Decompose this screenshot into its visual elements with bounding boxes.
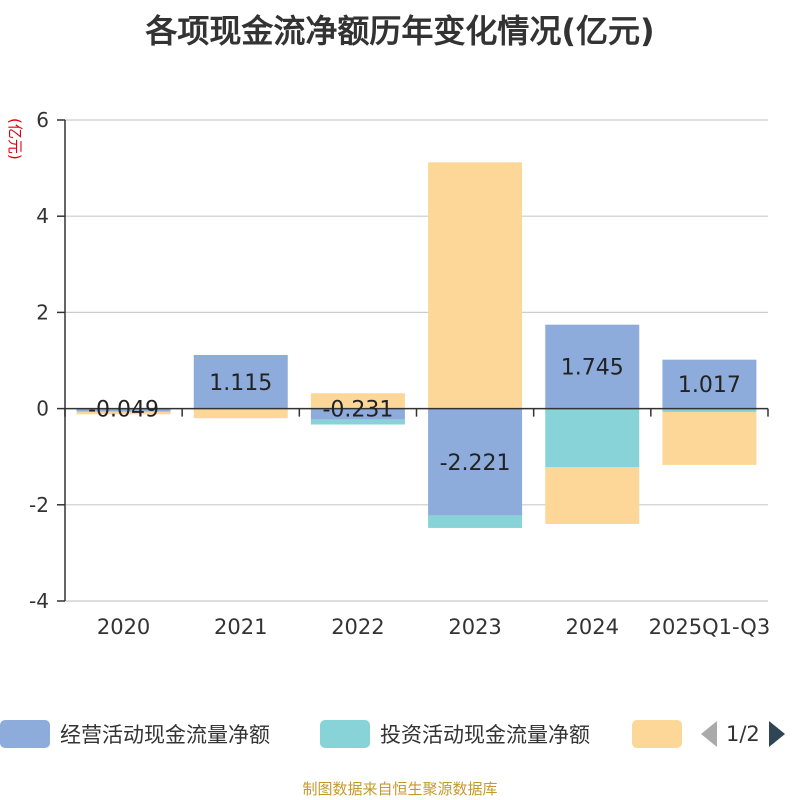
y-tick-label: -4 (29, 589, 49, 613)
legend-label: 投资活动现金流量净额 (380, 723, 590, 747)
data-label: -0.049 (88, 398, 159, 423)
x-tick-label: 2022 (331, 615, 384, 639)
bar-segment (662, 408, 757, 412)
bar-segment (76, 411, 171, 415)
legend-swatch (632, 720, 682, 748)
bar-chart: -4 -2 0 2 4 6 2020 2021 2022 2023 2024 2025Q1-Q3 -0… (6, 108, 770, 639)
legend: 经营活动现金流量净额 投资活动现金流量净额 1/2 (0, 716, 800, 752)
bar-segment (428, 162, 523, 409)
tick-labels: -4 -2 0 2 4 6 2020 2021 2022 2023 2024 2025Q1-Q3 (29, 108, 770, 639)
legend-swatch (320, 720, 370, 748)
data-label: -0.231 (322, 398, 393, 423)
prev-page-icon[interactable] (700, 720, 718, 748)
bar-segment (193, 408, 288, 419)
legend-item-financing[interactable] (632, 716, 692, 752)
legend-pager: 1/2 (700, 716, 786, 752)
bar-segment (662, 359, 757, 409)
bar-segment (428, 515, 523, 528)
x-tick-label: 2025Q1-Q3 (649, 615, 771, 639)
next-page-icon[interactable] (768, 720, 786, 748)
data-label: 1.745 (561, 356, 624, 381)
bar-segment (428, 408, 523, 516)
x-tick-label: 2021 (214, 615, 267, 639)
y-tick-label: 4 (36, 204, 49, 228)
bar-segment (545, 408, 640, 468)
y-tick-label: 6 (36, 108, 49, 132)
gridlines (65, 119, 768, 602)
data-label: 1.017 (678, 373, 741, 398)
legend-swatch (0, 720, 50, 748)
y-axis-label: (亿元) (6, 118, 24, 160)
legend-label: 经营活动现金流量净额 (60, 723, 270, 747)
data-labels: -0.049 1.115 -0.231 -2.221 1.745 1.017 (88, 356, 741, 476)
y-tick-label: 2 (36, 300, 49, 324)
bar-segment (310, 419, 405, 425)
x-tick-label: 2020 (97, 615, 150, 639)
y-tick-label: -2 (29, 493, 49, 517)
bar-segment (76, 408, 171, 411)
bar-segment (662, 411, 757, 465)
data-label: -2.221 (440, 451, 511, 476)
bar-segment (193, 354, 288, 409)
bar-segment (310, 408, 405, 420)
bar-segment (76, 410, 171, 412)
x-tick-label: 2024 (566, 615, 619, 639)
legend-item-operating[interactable]: 经营活动现金流量净额 (0, 716, 270, 752)
x-tick-label: 2023 (448, 615, 501, 639)
legend-item-investing[interactable]: 投资活动现金流量净额 (320, 716, 590, 752)
y-tick-label: 0 (36, 397, 49, 421)
legend-page-indicator: 1/2 (726, 722, 760, 746)
data-label: 1.115 (209, 371, 272, 396)
axes-group (57, 119, 769, 602)
bar-segment (545, 467, 640, 525)
bars-group (76, 162, 757, 528)
bar-segment (310, 393, 405, 409)
source-note: 制图数据来自恒生聚源数据库 (302, 780, 498, 798)
bar-segment (545, 324, 640, 409)
chart-title: 各项现金流净额历年变化情况(亿元) (145, 12, 655, 50)
